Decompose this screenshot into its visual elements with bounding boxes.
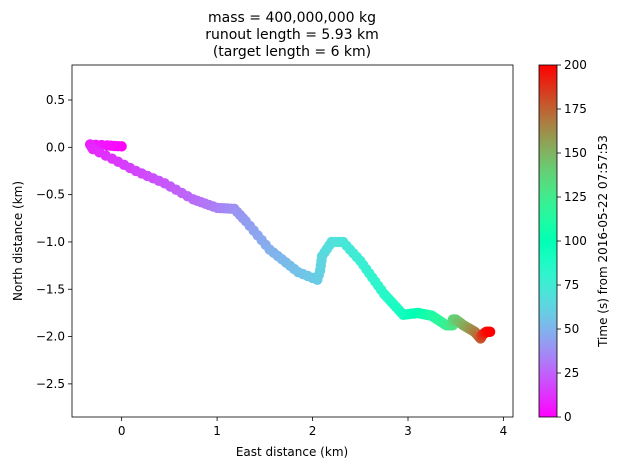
y-axis: 0.5 0.0 −0.5 −1.0 −1.5 −2.0 −2.5 (36, 93, 72, 391)
y-axis-label: North distance (km) (11, 181, 25, 301)
y-tick-label: −0.5 (36, 188, 65, 202)
colorbar-tick-label: 150 (564, 146, 587, 160)
x-tick-label: 1 (213, 424, 221, 438)
y-tick-label: −2.5 (36, 377, 65, 391)
colorbar-tick-label: 25 (564, 366, 579, 380)
colorbar-tick-label: 100 (564, 234, 587, 248)
x-axis: 0 1 2 3 4 (118, 417, 507, 438)
x-tick-label: 3 (404, 424, 412, 438)
title-line-2: runout length = 5.93 km (205, 27, 379, 43)
colorbar (538, 64, 558, 418)
x-tick-label: 0 (118, 424, 126, 438)
colorbar-axis: 0 25 50 75 100 125 150 175 200 (557, 58, 587, 424)
x-tick-label: 2 (309, 424, 317, 438)
colorbar-tick-label: 50 (564, 322, 579, 336)
colorbar-tick-label: 75 (564, 278, 579, 292)
colorbar-tick-label: 200 (564, 58, 587, 72)
y-tick-label: 0.0 (46, 140, 65, 154)
data-point (484, 326, 496, 338)
colorbar-tick-label: 125 (564, 190, 587, 204)
y-tick-label: −1.0 (36, 235, 65, 249)
chart-title: mass = 400,000,000 kg runout length = 5.… (205, 10, 379, 60)
x-tick-label: 4 (500, 424, 508, 438)
y-tick-label: −2.0 (36, 330, 65, 344)
plot-frame (71, 64, 514, 418)
x-axis-label: East distance (km) (236, 445, 348, 459)
colorbar-tick-label: 175 (564, 102, 587, 116)
y-tick-label: −1.5 (36, 282, 65, 296)
data-points (84, 139, 496, 344)
title-line-1: mass = 400,000,000 kg (208, 10, 376, 26)
y-tick-label: 0.5 (46, 93, 65, 107)
colorbar-label: Time (s) from 2016-05-22 07:57:53 (596, 135, 610, 348)
colorbar-tick-label: 0 (564, 410, 572, 424)
title-line-3: (target length = 6 km) (213, 44, 371, 60)
